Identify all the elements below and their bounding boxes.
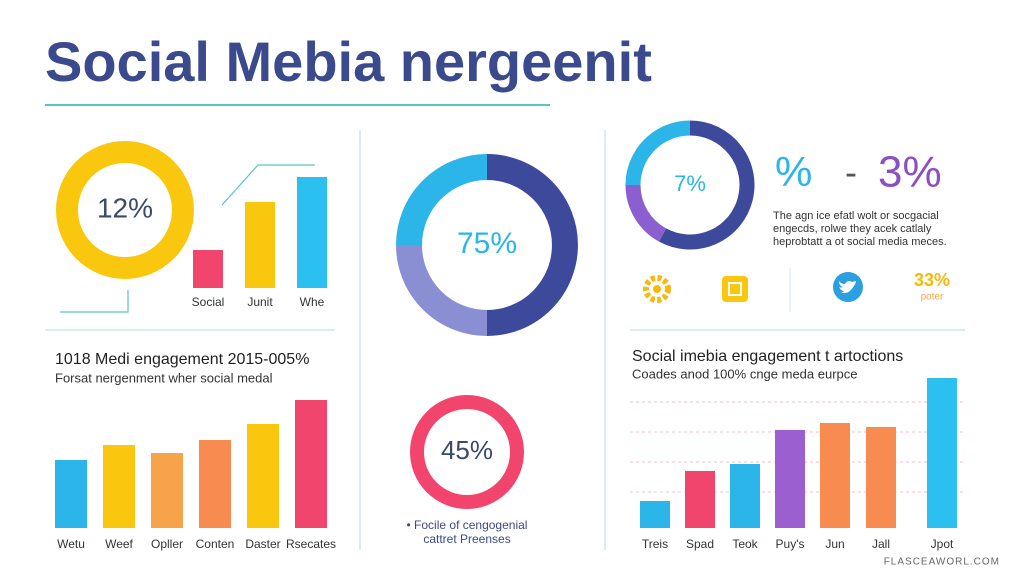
donut-segment: [658, 120, 755, 250]
x-tick-label: Conten: [196, 537, 235, 551]
stat: poter: [921, 292, 944, 303]
bar: [775, 430, 805, 528]
bar: [927, 378, 957, 528]
x-tick-label: Jall: [872, 537, 890, 551]
arrow: [60, 290, 129, 313]
chart-subtitle: Forsat nergenment wher social medal: [55, 370, 273, 385]
ring: [410, 395, 524, 509]
bar: [866, 427, 896, 528]
bar: [151, 453, 183, 528]
bar: [193, 250, 223, 288]
donut-segment: [396, 244, 488, 336]
x-tick-label: Opller: [151, 537, 183, 551]
stat: 33%: [914, 270, 950, 290]
chart-title: Social imebia engagement t artoctions: [632, 348, 903, 365]
center-label: 12%: [97, 192, 153, 223]
caption: cattret Preenses: [423, 532, 510, 546]
bar: [297, 177, 327, 288]
stat: %: [775, 148, 812, 195]
stat: 3%: [878, 148, 942, 197]
donut-segment: [625, 184, 667, 242]
paragraph: engecds, rolwe they acek catlaly: [773, 223, 932, 235]
x-tick-label: Junit: [247, 295, 273, 309]
bar: [820, 423, 850, 528]
bar: [295, 400, 327, 528]
stat: -: [845, 152, 857, 193]
title: Social Mebia nergeenit: [45, 30, 652, 93]
x-tick-label: Whe: [300, 295, 325, 309]
center-label: 75%: [457, 227, 517, 260]
bar: [247, 424, 279, 528]
bar: [730, 464, 760, 528]
center-label: 7%: [674, 171, 706, 196]
footer: FLASCEAWORL.COM: [884, 557, 1000, 568]
x-tick-label: Puy's: [776, 537, 805, 551]
twitter-icon: [833, 272, 863, 302]
bar: [685, 471, 715, 528]
x-tick-label: Rsecates: [286, 537, 336, 551]
caption: • Focile of cengogenial: [407, 518, 528, 532]
x-tick-label: Teok: [732, 537, 758, 551]
arrow: [221, 164, 315, 206]
bar: [55, 460, 87, 528]
bar: [640, 501, 670, 528]
chart-subtitle: Coades anod 100% cnge meda eurpce: [632, 366, 858, 381]
ring: [56, 141, 194, 279]
paragraph: heprobtatt a ot social media meces.: [773, 236, 947, 248]
donut-segment: [486, 154, 578, 336]
bar: [103, 445, 135, 528]
x-tick-label: Wetu: [57, 537, 85, 551]
x-tick-label: Social: [192, 295, 225, 309]
x-tick-label: Spad: [686, 537, 714, 551]
center-label: 45%: [441, 435, 493, 465]
donut-segment: [625, 120, 691, 186]
donut-segment: [396, 154, 488, 246]
x-tick-label: Daster: [245, 537, 280, 551]
paragraph: The agn ice efatl wolt or socgacial: [773, 210, 939, 222]
chart-title: 1018 Medi engagement 2015-005%: [55, 351, 309, 368]
bar: [245, 202, 275, 288]
x-tick-label: Treis: [642, 537, 668, 551]
x-tick-label: Jpot: [931, 537, 954, 551]
x-tick-label: Weef: [105, 537, 133, 551]
gear-icon: [643, 275, 671, 303]
bar: [199, 440, 231, 528]
x-tick-label: Jun: [825, 537, 844, 551]
edit-icon: [722, 276, 748, 302]
